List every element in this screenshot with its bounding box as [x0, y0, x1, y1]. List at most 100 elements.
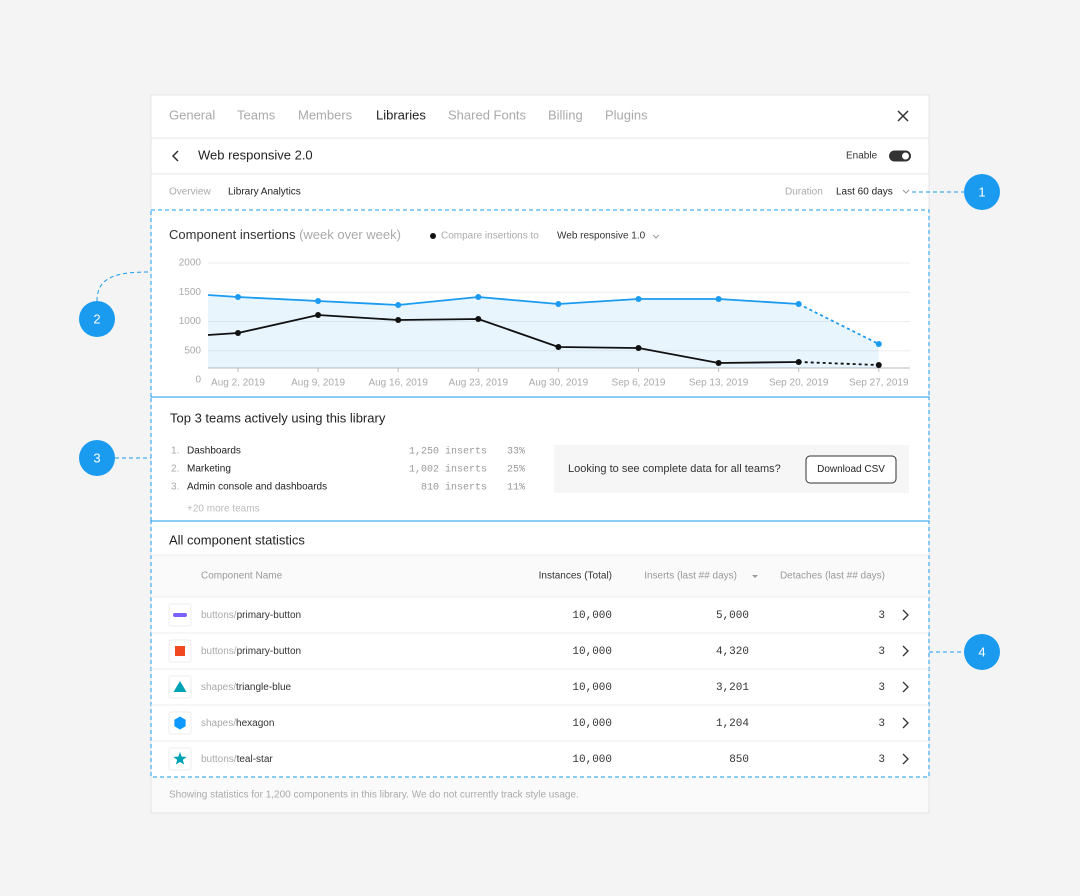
team-inserts: 810 inserts	[421, 482, 487, 494]
component-name[interactable]: buttons/primary-button	[201, 646, 301, 657]
point	[475, 315, 482, 322]
line-projected	[798, 361, 879, 366]
y-tick-label: 1500	[179, 287, 202, 298]
component-icon	[173, 752, 187, 765]
subtitle: (week over week)	[299, 227, 401, 242]
sort-caret	[752, 575, 758, 578]
x-tick-label: Aug 16, 2019	[368, 378, 428, 389]
footer-text: Showing statistics for 1,200 components …	[169, 790, 579, 801]
row-chevron[interactable]	[902, 717, 909, 729]
button-label[interactable]: Download CSV	[817, 464, 885, 475]
point	[555, 301, 562, 308]
team-share: 25%	[507, 465, 525, 476]
point	[795, 301, 802, 308]
name: primary-button	[237, 610, 301, 621]
point	[555, 344, 562, 351]
detaches: 3	[878, 718, 885, 730]
back-icon[interactable]	[171, 150, 179, 162]
callout	[964, 634, 1000, 670]
inserts: 1,204	[716, 718, 749, 730]
name-prefix: shapes/	[201, 682, 236, 693]
point	[395, 316, 402, 323]
tab[interactable]: Billing	[548, 107, 583, 122]
instances: 10,000	[572, 682, 612, 694]
chart-title: Component insertions (week over week)	[169, 227, 401, 242]
instances: 10,000	[572, 646, 612, 658]
y-tick-label: 2000	[179, 258, 202, 269]
team-share: 33%	[507, 447, 525, 458]
x-tick-label: Aug 30, 2019	[529, 378, 589, 389]
row-chevron[interactable]	[902, 609, 909, 621]
team-inserts: 1,002 inserts	[409, 464, 487, 476]
component-name[interactable]: buttons/teal-star	[201, 754, 273, 765]
x-tick-label: Aug 2, 2019	[211, 378, 265, 389]
row-chevron[interactable]	[902, 753, 909, 765]
callout	[79, 440, 115, 476]
point	[715, 295, 722, 302]
component-icon	[174, 716, 186, 730]
tab[interactable]: Shared Fonts	[448, 107, 527, 122]
component-name[interactable]: shapes/hexagon	[201, 718, 274, 729]
name-prefix: buttons/	[201, 610, 237, 621]
x-tick-label: Sep 20, 2019	[769, 378, 829, 389]
team-name: Dashboards	[187, 446, 241, 457]
chevron[interactable]	[652, 234, 660, 239]
x-tick-label: Sep 6, 2019	[612, 378, 666, 389]
row-chevron[interactable]	[902, 645, 909, 657]
component-name[interactable]: shapes/triangle-blue	[201, 682, 292, 693]
tab[interactable]: Libraries	[376, 107, 426, 122]
tab[interactable]: Teams	[237, 107, 276, 122]
component-name[interactable]: buttons/primary-button	[201, 610, 301, 621]
point	[635, 345, 642, 352]
x-tick-label: Sep 27, 2019	[849, 378, 909, 389]
instances: 10,000	[572, 610, 612, 622]
point	[635, 295, 642, 302]
more-teams[interactable]: +20 more teams	[187, 504, 260, 515]
callout	[79, 301, 115, 337]
component-icon	[173, 681, 187, 692]
callout-number: 3	[93, 450, 100, 465]
section-title: All component statistics	[169, 532, 305, 547]
instances: 10,000	[572, 754, 612, 766]
tab[interactable]: Plugins	[605, 107, 648, 122]
name-prefix: shapes/	[201, 718, 236, 729]
duration-value[interactable]: Last 60 days	[836, 187, 893, 198]
name: teal-star	[237, 754, 274, 765]
team-inserts: 1,250 inserts	[409, 446, 487, 458]
table-header	[151, 555, 929, 597]
callout-line	[96, 271, 152, 302]
point	[795, 358, 802, 365]
name: hexagon	[236, 718, 274, 729]
callout-number: 1	[978, 184, 985, 199]
instances: 10,000	[572, 718, 612, 730]
line-projected	[798, 303, 880, 345]
column-header: Detaches (last ## days)	[780, 571, 885, 582]
point	[875, 341, 882, 348]
cta-text: Looking to see complete data for all tea…	[568, 463, 781, 475]
tab[interactable]: General	[169, 107, 215, 122]
x-tick-label: Aug 23, 2019	[449, 378, 509, 389]
tab[interactable]: Members	[298, 107, 353, 122]
subtab[interactable]: Library Analytics	[228, 187, 301, 198]
y-tick-label: 500	[184, 345, 201, 356]
row-chevron[interactable]	[902, 681, 909, 693]
y-tick-label: 0	[195, 375, 201, 386]
column-header[interactable]: Inserts (last ## days)	[644, 571, 737, 582]
point	[235, 293, 241, 300]
name: primary-button	[237, 646, 301, 657]
close-icon[interactable]	[897, 110, 909, 122]
library-name: Web responsive 2.0	[198, 147, 313, 162]
compare-select[interactable]: Web responsive 1.0	[557, 231, 646, 242]
chevron[interactable]	[902, 189, 910, 194]
download-button[interactable]	[805, 455, 897, 484]
name-prefix: buttons/	[201, 754, 237, 765]
component-icon	[173, 613, 187, 617]
callout	[964, 174, 1000, 210]
area	[208, 294, 879, 368]
subtab[interactable]: Overview	[169, 187, 211, 198]
team-name: Admin console and dashboards	[187, 482, 327, 493]
toggle-knob	[902, 152, 909, 160]
annotation-box	[150, 520, 930, 778]
title: Component insertions	[169, 227, 296, 242]
